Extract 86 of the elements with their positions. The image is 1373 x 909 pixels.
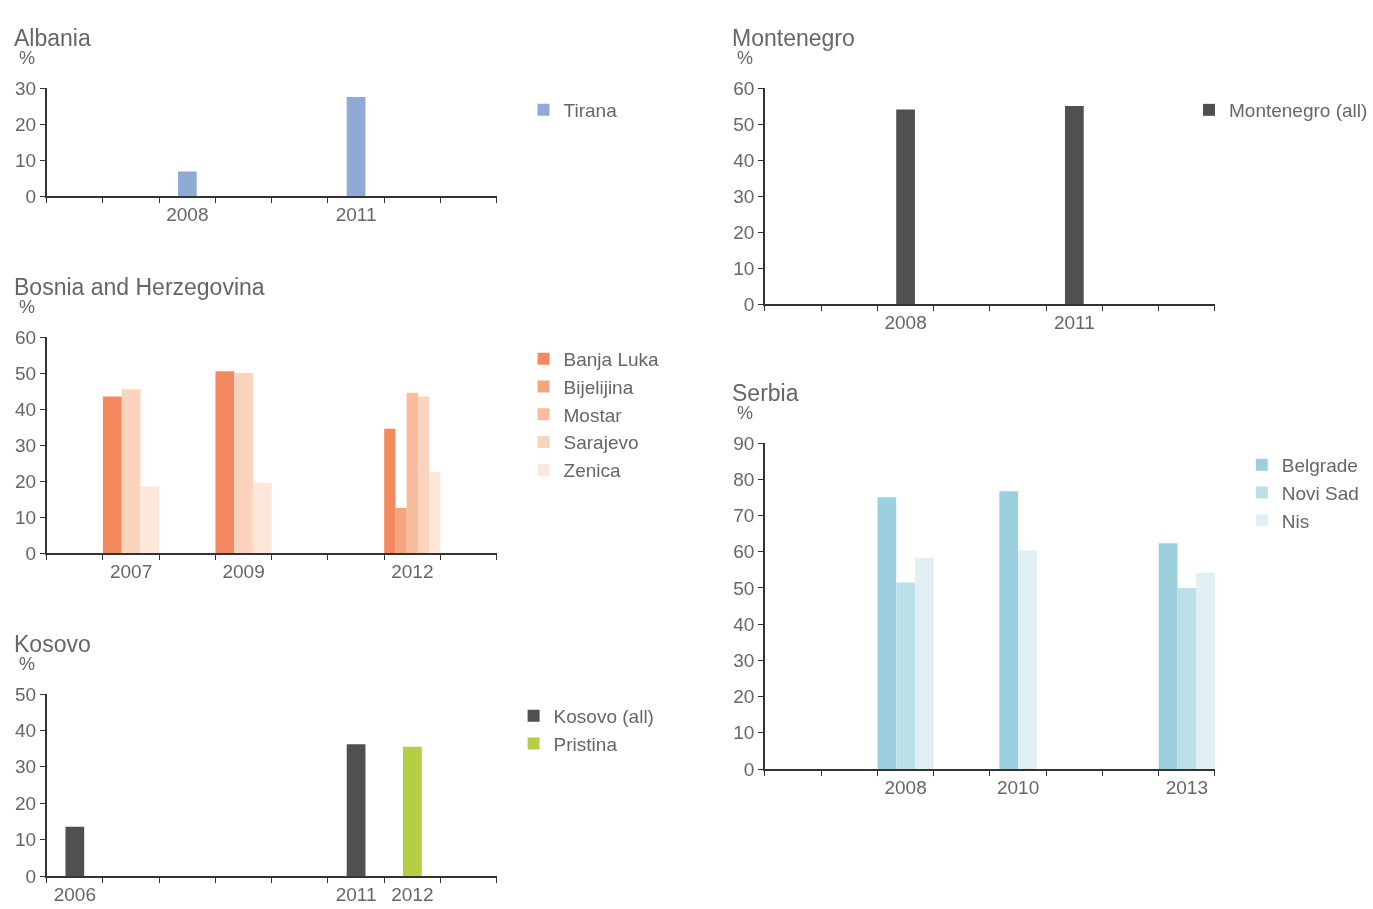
y-tick-label: 50 [15, 362, 37, 384]
y-tick-label: 0 [25, 865, 37, 887]
legend-label: Banja Luka [563, 349, 660, 371]
x-tick-label: 2013 [1165, 776, 1208, 798]
legend-label: Zenica [563, 460, 622, 482]
bar [252, 482, 272, 553]
y-axis-title: % [19, 48, 36, 68]
y-tick-label: 10 [15, 506, 37, 528]
legend-label: Novi Sad [1281, 482, 1359, 504]
y-axis-title: % [19, 654, 36, 674]
y-tick-label: 40 [733, 149, 755, 171]
y-tick-label: 30 [733, 185, 755, 207]
y-axis-title: % [19, 297, 36, 317]
x-tick-label: 2009 [222, 560, 265, 582]
y-tick-label: 30 [15, 77, 37, 99]
legend-label: Kosovo (all) [553, 706, 654, 728]
y-axis-title: % [737, 48, 754, 68]
bar [395, 508, 407, 553]
legend-label: Tirana [563, 100, 618, 122]
bar [402, 746, 422, 876]
bar [914, 557, 934, 769]
y-tick-label: 60 [733, 77, 755, 99]
bar [877, 497, 897, 769]
bar [896, 582, 915, 769]
legend-label: Nis [1281, 510, 1310, 532]
y-tick-label: 30 [15, 434, 37, 456]
y-tick-label: 60 [733, 541, 755, 563]
y-tick-label: 20 [15, 113, 37, 135]
y-tick-label: 10 [15, 149, 37, 171]
bar [102, 396, 122, 553]
y-tick-label: 80 [733, 468, 755, 490]
bar [1177, 587, 1197, 769]
y-axis-title: % [737, 403, 754, 423]
bar [140, 486, 160, 553]
chart-title: Montenegro [732, 25, 855, 51]
bar [234, 373, 253, 553]
x-tick-label: 2012 [391, 560, 434, 582]
bar [215, 371, 235, 553]
y-tick-label: 20 [733, 221, 755, 243]
y-tick-label: 40 [15, 398, 37, 420]
y-tick-label: 40 [733, 613, 755, 635]
y-tick-label: 0 [25, 542, 37, 564]
y-tick-label: 0 [25, 185, 37, 207]
chart-title: Serbia [732, 380, 799, 406]
bar [121, 389, 141, 553]
x-tick-label: 2006 [53, 883, 96, 905]
legend-label: Montenegro (all) [1229, 100, 1368, 122]
y-tick-label: 20 [15, 792, 37, 814]
y-tick-label: 10 [733, 257, 755, 279]
x-tick-label: 2012 [391, 883, 434, 905]
y-tick-label: 10 [15, 829, 37, 851]
x-tick-label: 2011 [1053, 311, 1095, 333]
bar [406, 392, 418, 553]
x-tick-label: 2008 [166, 203, 209, 225]
y-tick-label: 40 [15, 720, 37, 742]
legend-label: Bijelijina [563, 376, 634, 398]
y-tick-label: 50 [15, 683, 37, 705]
y-tick-label: 0 [743, 758, 755, 780]
y-tick-label: 10 [733, 722, 755, 744]
y-tick-label: 70 [733, 505, 755, 527]
x-tick-label: 2010 [996, 776, 1040, 798]
y-tick-label: 60 [15, 326, 37, 348]
legend-label: Mostar [563, 404, 623, 426]
x-tick-label: 2011 [335, 203, 377, 225]
y-tick-label: 50 [733, 113, 755, 135]
bar [1196, 572, 1215, 769]
x-tick-label: 2008 [884, 776, 927, 798]
y-tick-label: 50 [733, 577, 755, 599]
chart-title: Kosovo [14, 631, 91, 657]
y-tick-label: 30 [15, 756, 37, 778]
x-tick-label: 2008 [884, 311, 927, 333]
bar [346, 744, 366, 876]
y-tick-label: 90 [733, 432, 755, 454]
chart-title: Bosnia and Herzegovina [14, 274, 265, 300]
y-tick-label: 30 [733, 649, 755, 671]
legend-label: Pristina [553, 733, 618, 755]
bar [65, 826, 85, 876]
x-tick-label: 2007 [109, 560, 153, 582]
legend-label: Sarajevo [563, 432, 639, 454]
x-tick-label: 2011 [335, 883, 377, 905]
legend-label: Belgrade [1281, 455, 1358, 477]
y-tick-label: 0 [743, 293, 755, 315]
y-tick-label: 20 [15, 470, 37, 492]
chart-title: Albania [14, 25, 91, 51]
y-tick-label: 20 [733, 686, 755, 708]
bar [1158, 543, 1178, 769]
